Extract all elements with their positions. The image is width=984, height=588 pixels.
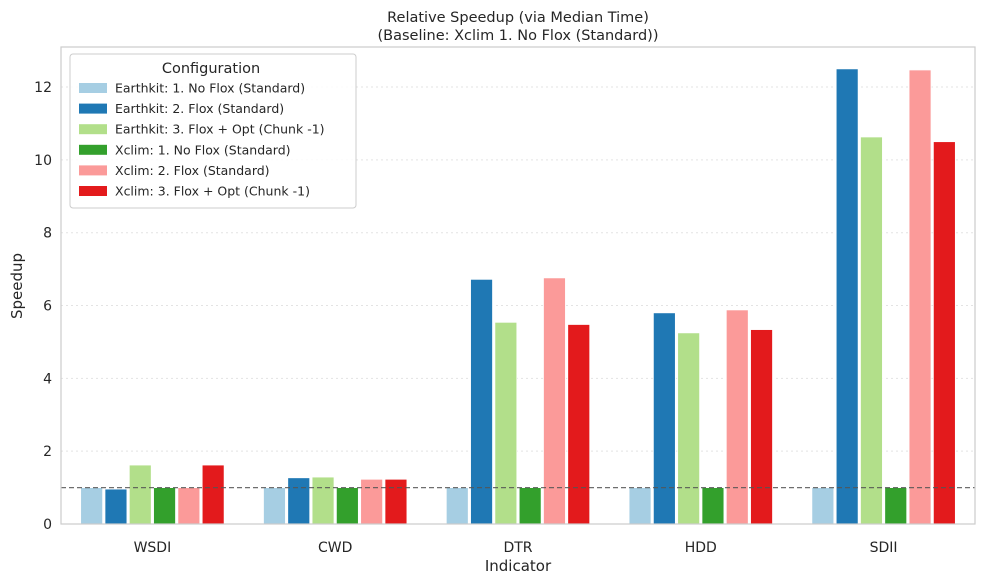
legend-item-label: Earthkit: 2. Flox (Standard) (115, 101, 284, 116)
bar (335, 487, 359, 525)
x-tick-label: WSDI (134, 540, 172, 556)
bar (908, 69, 932, 525)
x-axis-label: Indicator (485, 557, 552, 575)
y-tick-label: 12 (34, 80, 52, 96)
legend: Configuration Earthkit: 1. No Flox (Stan… (69, 53, 357, 209)
x-tick-label: CWD (318, 540, 352, 556)
bar (750, 329, 773, 525)
x-tick-label: SDII (870, 540, 898, 556)
bar (860, 136, 883, 525)
legend-box (69, 53, 357, 209)
bars (80, 68, 956, 525)
y-axis-label: Speedup (8, 253, 26, 319)
x-axis-ticks: WSDI CWD DTR HDD SDII (134, 540, 898, 556)
bar (652, 312, 676, 525)
bar (104, 488, 128, 525)
chart-title: Relative Speedup (via Median Time) (387, 10, 649, 26)
bar (884, 487, 908, 525)
y-tick-label: 10 (34, 153, 52, 169)
bar (543, 277, 566, 525)
bar (311, 476, 335, 525)
gridlines (61, 86, 975, 452)
bar (835, 68, 859, 525)
x-tick-label: DTR (503, 540, 532, 556)
legend-swatch (79, 186, 107, 196)
bar (518, 487, 542, 525)
legend-swatch (79, 103, 107, 114)
bar (628, 487, 652, 525)
legend-swatch (79, 124, 107, 135)
bar (445, 487, 469, 525)
legend-swatch (79, 165, 107, 176)
bar (811, 487, 835, 525)
bar (263, 487, 286, 525)
bar (177, 487, 201, 525)
legend-swatch (79, 83, 107, 93)
legend-swatch (79, 144, 107, 155)
legend-item-label: Earthkit: 1. No Flox (Standard) (115, 81, 305, 96)
bar (80, 487, 104, 525)
bar (360, 478, 384, 525)
legend-item-label: Xclim: 3. Flox + Opt (Chunk -1) (115, 184, 310, 199)
bar (153, 487, 176, 525)
bar (932, 141, 956, 525)
y-tick-label: 8 (43, 226, 52, 242)
legend-title: Configuration (162, 61, 260, 77)
legend-items: Earthkit: 1. No Flox (Standard) Earthkit:… (79, 81, 325, 199)
y-axis-ticks: 0 2 4 6 8 10 12 (34, 80, 52, 533)
bar (494, 321, 518, 525)
bar (567, 324, 591, 525)
y-tick-label: 0 (43, 517, 52, 533)
y-tick-label: 6 (43, 299, 52, 315)
y-tick-label: 4 (43, 371, 52, 387)
bar (384, 478, 408, 525)
bar (677, 332, 701, 525)
legend-item-label: Xclim: 2. Flox (Standard) (115, 163, 270, 178)
bar (201, 464, 225, 525)
x-tick-label: HDD (685, 540, 717, 556)
bar (725, 309, 749, 525)
plot-frame (60, 46, 976, 525)
bar (128, 464, 152, 525)
bar (701, 487, 725, 525)
legend-item-label: Earthkit: 3. Flox + Opt (Chunk -1) (115, 122, 325, 137)
bar (287, 477, 311, 525)
y-tick-label: 2 (43, 444, 52, 460)
chart-subtitle: (Baseline: Xclim 1. No Flox (Standard)) (377, 28, 658, 44)
legend-item-label: Xclim: 1. No Flox (Standard) (115, 142, 291, 157)
